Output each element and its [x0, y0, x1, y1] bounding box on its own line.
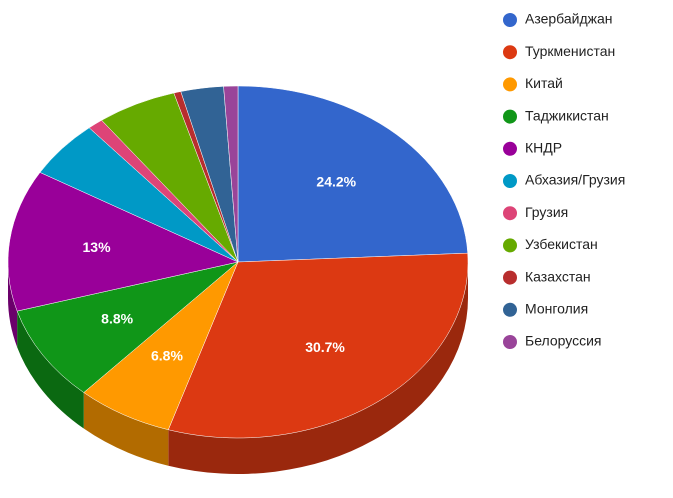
- legend-swatch: [503, 77, 517, 92]
- legend-swatch: [503, 45, 517, 60]
- legend-label: Казахстан: [525, 268, 591, 284]
- slice-label: 6.8%: [151, 347, 183, 363]
- legend: Азербайджан Туркменистан Китай Таджикистан К…: [503, 11, 625, 349]
- legend-label: Белоруссия: [525, 333, 602, 349]
- legend-label: Азербайджан: [525, 11, 613, 27]
- slice: [7, 172, 239, 312]
- slice-side: [168, 262, 469, 474]
- legend-label: Таджикистан: [525, 107, 609, 123]
- legend-swatch: [503, 302, 517, 317]
- legend-swatch: [503, 109, 517, 124]
- slice-side: [8, 262, 18, 348]
- legend-swatch: [503, 335, 517, 349]
- legend-label: Абхазия/Грузия: [525, 172, 625, 188]
- slice: [16, 261, 239, 393]
- slice-side: [17, 311, 84, 429]
- slice-label: 30.7%: [305, 339, 345, 355]
- slice-label: 24.2%: [316, 174, 356, 190]
- pie-tops: [7, 85, 469, 439]
- legend-swatch: [503, 238, 517, 253]
- slice: [223, 85, 239, 263]
- legend-swatch: [503, 13, 517, 27]
- legend-label: Китай: [525, 75, 563, 91]
- slice-labels: 24.2% 30.7% 6.8% 8.8% 13%: [83, 174, 357, 364]
- legend-swatch: [503, 206, 517, 221]
- legend-label: Монголия: [525, 301, 588, 317]
- legend-swatch: [503, 270, 517, 285]
- legend-swatch: [503, 141, 517, 156]
- legend-label: Туркменистан: [525, 43, 615, 59]
- legend-label: Грузия: [525, 204, 568, 220]
- legend-swatch: [503, 174, 517, 188]
- legend-label: КНДР: [525, 140, 562, 156]
- slice-side: [83, 392, 169, 466]
- legend-label: Узбекистан: [525, 236, 598, 252]
- slice-label: 13%: [83, 239, 112, 255]
- slice-label: 8.8%: [101, 311, 133, 327]
- pie-sides: [8, 262, 469, 474]
- slice: [237, 85, 468, 263]
- slice: [167, 252, 469, 439]
